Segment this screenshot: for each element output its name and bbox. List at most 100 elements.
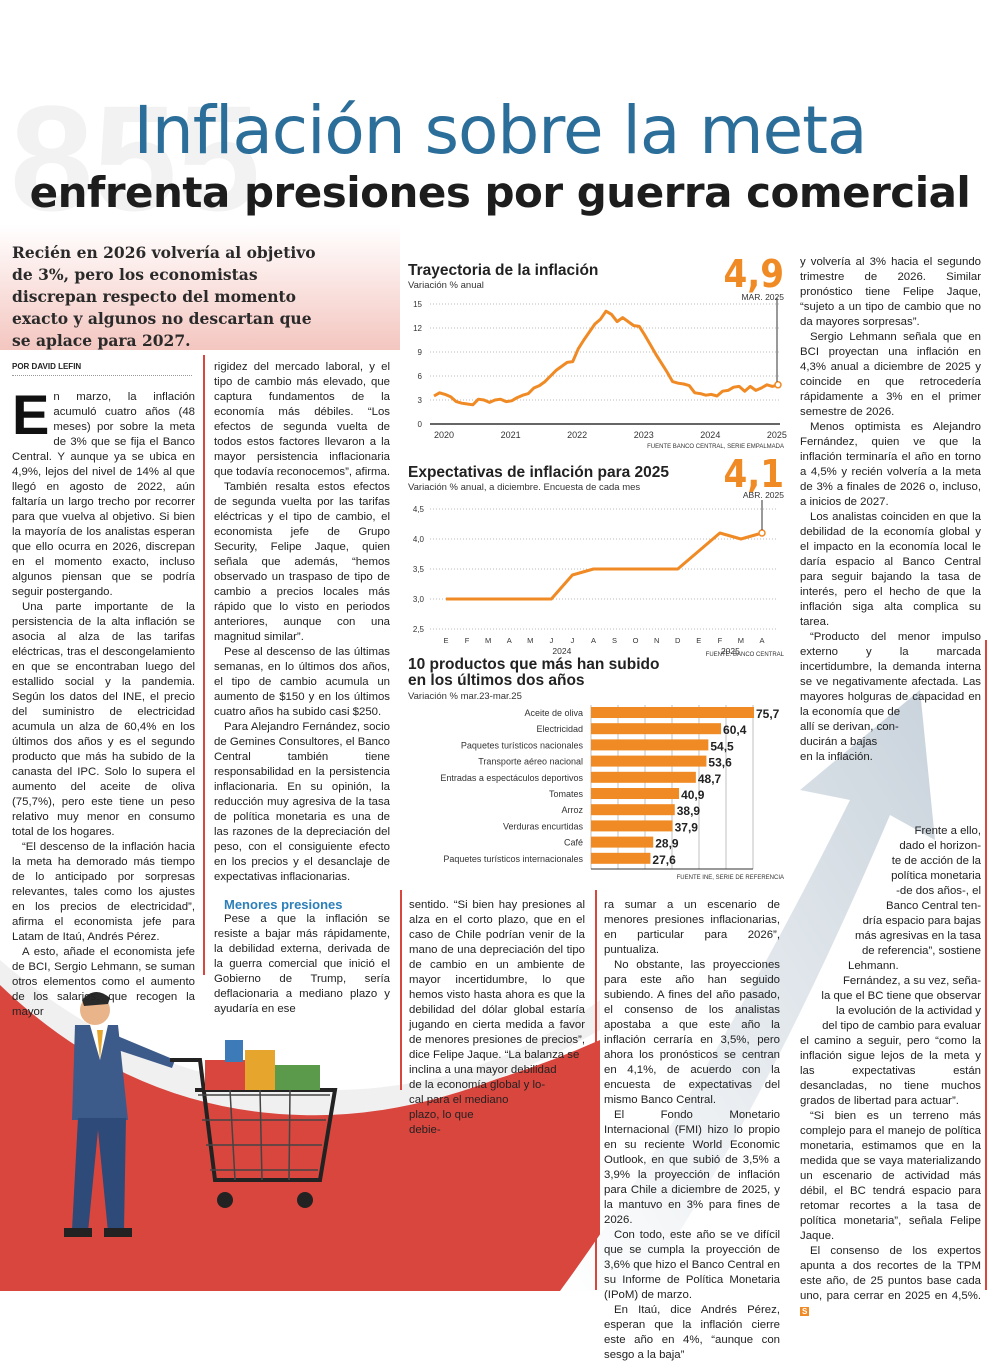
- x-tick-label: 2024: [700, 430, 720, 440]
- expectations-line: [446, 531, 763, 601]
- chart-subtitle: Variación % anual, a diciembre. Encuesta…: [408, 482, 641, 493]
- bar: [591, 820, 673, 832]
- x-tick-label: 2021: [501, 430, 521, 440]
- x-tick-label: E: [443, 636, 448, 645]
- text-line: Frente a ello,: [914, 825, 981, 837]
- paragraph: Con todo, este año se ve difícil que se …: [604, 1229, 780, 1301]
- x-tick-label: S: [612, 636, 617, 645]
- highlight-date: MAR. 2025: [741, 292, 784, 302]
- x-tick-label: 2023: [634, 430, 654, 440]
- background-illustration: 855: [0, 74, 935, 1291]
- subheadline: enfrenta presiones por guerra comercial: [29, 168, 971, 217]
- column-divider: [203, 355, 205, 975]
- bar: [591, 836, 654, 848]
- text-line: debie-: [409, 1124, 441, 1136]
- article-column-2: rigidez del mercado laboral, y el tipo d…: [214, 360, 390, 1017]
- x-tick-label: A: [591, 636, 596, 645]
- red-swoosh: [0, 980, 600, 1291]
- x-tick-label: M: [527, 636, 533, 645]
- column-divider: [595, 890, 597, 1290]
- text-line: la evolución de la actividad y: [835, 1005, 981, 1017]
- x-tick-label: 2022: [567, 430, 587, 440]
- column-divider: [400, 890, 402, 1090]
- paragraph: “Producto del menor impulso externo y la…: [800, 631, 981, 718]
- paragraph: rigidez del mercado laboral, y el tipo d…: [214, 361, 391, 478]
- paragraph: y volvería al 3% hacia el segundo trimes…: [800, 256, 981, 328]
- text-line: en la inflación.: [800, 751, 873, 763]
- lede: Recién en 2026 volvería al objetivo de 3…: [12, 243, 316, 350]
- bar-category-label: Paquetes turísticos nacionales: [461, 740, 584, 750]
- y-tick-label: 2,5: [413, 625, 425, 634]
- paragraph: “El descenso de la inflación hacia la me…: [12, 841, 195, 943]
- x-tick-label: A: [507, 636, 512, 645]
- bar-value-label: 38,9: [677, 804, 701, 818]
- headline: Inflación sobre la meta: [133, 92, 867, 169]
- x-tick-label: M: [738, 636, 744, 645]
- bar-category-label: Aceite de oliva: [524, 708, 583, 718]
- bar: [591, 707, 754, 718]
- bar: [591, 804, 675, 816]
- y-tick-label: 3: [418, 396, 423, 405]
- paragraph: No obstante, las proyecciones para este …: [604, 959, 780, 1106]
- paragraph: el camino a seguir, pero “como la inflac…: [800, 1035, 981, 1107]
- bar-value-label: 28,9: [655, 837, 679, 851]
- bar: [591, 755, 707, 767]
- paragraph: ra sumar a un escenario de menores presi…: [604, 899, 780, 956]
- text-line: de referencia”, sostiene: [861, 945, 981, 957]
- chart-title: 10 productos que más han subido en los ú…: [408, 656, 660, 689]
- bar-chart: Aceite de oliva 75,7 Electricidad 60,4 Paque…: [440, 705, 780, 870]
- y-tick-label: 0: [418, 420, 423, 429]
- bar-category-label: Paquetes turísticos internacionales: [443, 854, 583, 864]
- shopper-with-cart-illustration: [64, 991, 338, 1237]
- text-line: del tipo de cambio para evaluar: [822, 1020, 981, 1032]
- text-line: Fernández, a su vez, seña-: [842, 975, 981, 987]
- chart-inflation-expectations: Expectativas de inflación para 2025 Vari…: [408, 455, 788, 658]
- x-tick-label: A: [759, 636, 764, 645]
- text-line: política monetaria: [891, 870, 981, 882]
- text-line: dría espacio para bajas: [862, 915, 981, 927]
- chart-title: Trayectoria de la inflación: [408, 262, 599, 279]
- y-tick-label: 15: [413, 300, 422, 309]
- x-tick-label: M: [485, 636, 491, 645]
- text-line: de la economía global y lo-: [409, 1079, 546, 1091]
- chart-title: Expectativas de inflación para 2025: [408, 464, 670, 481]
- y-tick-label: 6: [418, 372, 423, 381]
- text-line: te de acción de la: [891, 855, 981, 867]
- text-line: allí se derivan, con-: [800, 721, 899, 733]
- highlight-value: 4,9: [723, 252, 784, 296]
- chart-subtitle: Variación % anual: [408, 280, 484, 291]
- rising-arrow: [560, 690, 935, 1291]
- x-tick-label: N: [654, 636, 659, 645]
- line-chart: 2,5 3,0 3,5 4,0 4,5 E F M A M J J A S O N D E F M A 2024 2025: [413, 500, 778, 656]
- inflation-line: [433, 309, 779, 407]
- chart-inflation-trajectory: Trayectoria de la inflación Variación % …: [408, 255, 788, 450]
- y-tick-label: 3,5: [413, 565, 425, 574]
- text-line: la que el BC tiene que observar: [821, 990, 981, 1002]
- paragraph: En Itaú, dice Andrés Pérez, esperan que …: [604, 1304, 780, 1361]
- drop-cap: E: [12, 383, 50, 446]
- bar-category-label: Entradas a espectáculos deportivos: [440, 773, 583, 783]
- x-tick-label: O: [633, 636, 639, 645]
- last-point-marker: [758, 529, 766, 537]
- paragraph: Pese a que la inflación se resiste a baj…: [214, 913, 390, 1015]
- paragraph: El consenso de los expertos apunta a dos…: [800, 1245, 981, 1316]
- paragraph: “Si bien es un terreno más complejo para…: [800, 1110, 981, 1242]
- paragraph: Para Alejandro Fernández, socio de Gemin…: [214, 721, 391, 883]
- x-tick-label: J: [549, 636, 553, 645]
- bar-value-label: 54,5: [710, 739, 734, 753]
- chart-source: FUENTE INE, SERIE DE REFERENCIA: [676, 875, 784, 881]
- paragraph: A esto, añade el economista jefe de BCI,…: [12, 946, 195, 1018]
- x-tick-label: E: [696, 636, 701, 645]
- bar: [591, 771, 696, 783]
- bar-value-label: 60,4: [723, 723, 747, 737]
- bar: [591, 723, 722, 735]
- chart-source: FUENTE: BANCO CENTRAL: [705, 652, 784, 658]
- text-line: ducirán a bajas: [800, 736, 878, 748]
- end-mark-icon: S: [800, 1307, 810, 1316]
- paragraph: El Fondo Monetario Internacional (FMI) h…: [604, 1109, 780, 1226]
- text-line: Lehmann.: [848, 960, 899, 972]
- line-chart: 0 3 6 9 12 15 2020 2021 2022 2023 2024 2025: [413, 298, 787, 440]
- watermark-number: 855: [10, 74, 260, 242]
- bar: [591, 788, 680, 799]
